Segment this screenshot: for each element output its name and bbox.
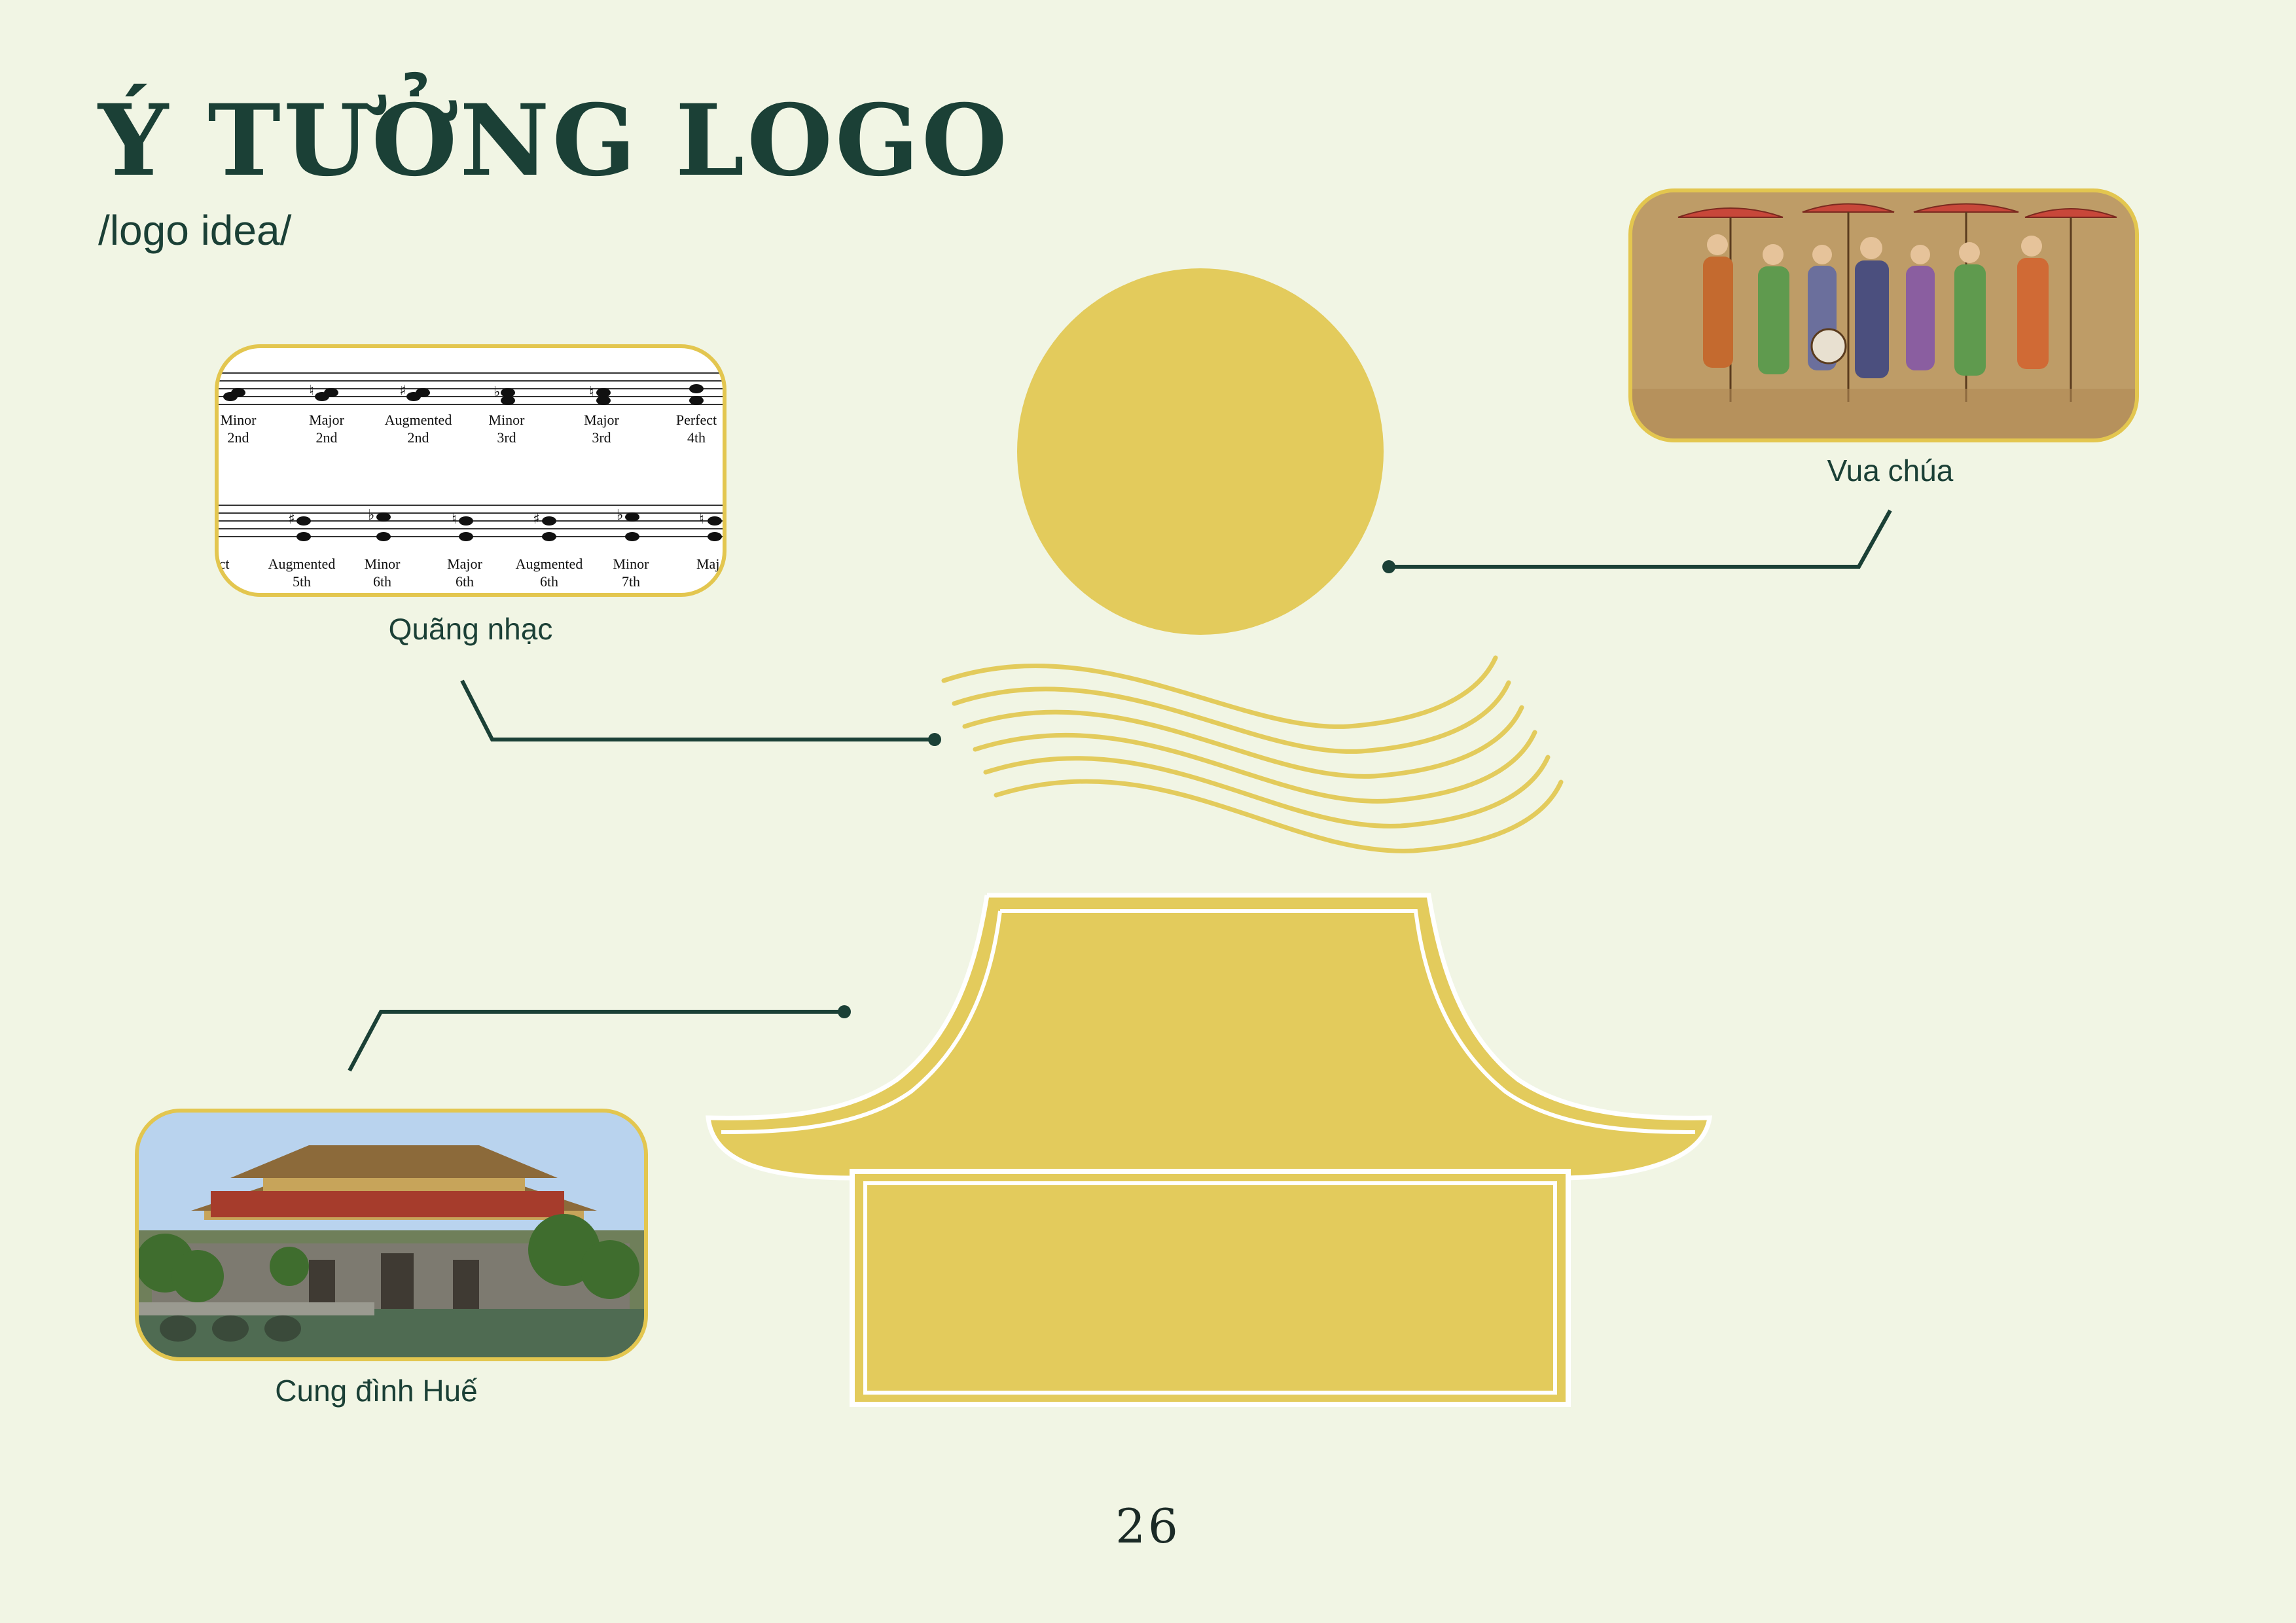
interval-labels-row1: Minor 2nd Major 2nd Augmented 2nd Minor 3rd … xyxy=(219,411,723,450)
svg-text:♯: ♯ xyxy=(533,511,540,527)
svg-text:♯: ♯ xyxy=(399,383,406,399)
hue-citadel-photo-image xyxy=(139,1113,644,1357)
interval-label: fect xyxy=(219,556,230,572)
royal-court-painting-image xyxy=(1632,192,2135,438)
interval-label: Perfect 4th xyxy=(675,412,717,446)
svg-text:♮: ♮ xyxy=(452,511,457,527)
connector-dot xyxy=(1382,560,1395,573)
connector-dot xyxy=(928,733,941,746)
connector-lines xyxy=(348,509,1892,1072)
svg-text:♭: ♭ xyxy=(368,507,374,524)
reference-card-hue-citadel xyxy=(135,1109,648,1361)
svg-text:♮: ♮ xyxy=(589,384,594,401)
interval-label: Major 3rd xyxy=(584,412,619,446)
building-body xyxy=(850,1169,1571,1407)
interval-label: Augmented 2nd xyxy=(384,412,452,446)
roof-shape xyxy=(706,893,1713,1181)
interval-label: Major 6th xyxy=(447,556,482,590)
interval-label: Augmented 6th xyxy=(515,556,583,590)
interval-label: Minor 3rd xyxy=(488,412,525,446)
caption-quang-nhac: Quãng nhạc xyxy=(388,612,553,646)
interval-label: Minor 2nd xyxy=(220,412,257,446)
interval-label: Minor 6th xyxy=(364,556,401,590)
sun-circle xyxy=(1017,268,1384,635)
interval-label: Augmented 5th xyxy=(268,556,336,590)
interval-label: Minor 7th xyxy=(613,556,649,590)
interval-label: Maj xyxy=(696,556,720,572)
reference-card-royal-court xyxy=(1628,188,2139,442)
page-title: Ý TƯỞNG LOGO xyxy=(98,83,1010,198)
svg-text:♭: ♭ xyxy=(493,384,500,401)
svg-text:♭: ♭ xyxy=(617,507,623,524)
page-subtitle: /logo idea/ xyxy=(98,207,292,254)
svg-text:♮: ♮ xyxy=(699,511,704,527)
caption-vua-chua: Vua chúa xyxy=(1827,454,1954,488)
svg-text:♮: ♮ xyxy=(309,383,314,399)
sheet-music-image: ♮ ♯ ♭ ♮ ♯ ♭ ♮ ♯ ♭ ♮ xyxy=(219,372,723,541)
svg-text:♯: ♯ xyxy=(288,511,295,527)
caption-cung-dinh-hue: Cung đình Huế xyxy=(275,1374,478,1408)
connector-dot xyxy=(838,1005,851,1018)
interval-label: Major 2nd xyxy=(309,412,344,446)
page-number: 26 xyxy=(1115,1499,1181,1554)
reference-card-music-intervals: ♮ ♯ ♭ ♮ ♯ ♭ ♮ ♯ ♭ ♮ Minor 2nd Major 2nd Augmente… xyxy=(215,344,726,597)
wave-lines xyxy=(941,655,1564,853)
